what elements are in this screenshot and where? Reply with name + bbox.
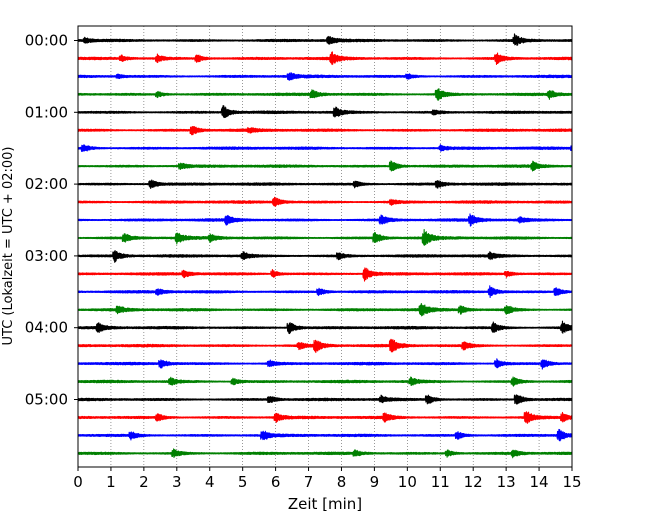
seismogram-trace-0145 xyxy=(77,160,573,172)
y-axis-ticks: 00:00 01:00 02:00 03:00 04:00 05:00 xyxy=(25,32,78,409)
seismogram-trace-0045 xyxy=(77,88,573,101)
x-tick-label: 5 xyxy=(238,473,248,491)
seismogram-trace-0500 xyxy=(77,394,573,405)
x-tick-label: 10 xyxy=(398,473,417,491)
seismogram-trace-0400 xyxy=(77,320,573,335)
y-tick-label: 00:00 xyxy=(25,32,68,50)
seismogram-trace-0430 xyxy=(77,358,573,370)
seismogram-trace-0130 xyxy=(77,144,573,152)
seismogram-trace-0545 xyxy=(77,448,573,459)
x-tick-label: 9 xyxy=(370,473,380,491)
seismogram-trace-0245 xyxy=(77,229,573,246)
y-tick-label: 05:00 xyxy=(25,391,68,409)
y-tick-label: 01:00 xyxy=(25,103,68,121)
plot-frame xyxy=(77,25,573,468)
seismogram-trace-0330 xyxy=(77,285,573,298)
seismogram-trace-0315 xyxy=(77,267,573,282)
x-tick-label: 14 xyxy=(530,473,549,491)
helicorder-traces xyxy=(77,33,573,459)
seismogram-trace-0200 xyxy=(77,179,573,190)
y-tick-label: 02:00 xyxy=(25,175,68,193)
seismogram-trace-0030 xyxy=(77,72,573,81)
seismogram-trace-0530 xyxy=(77,428,573,442)
x-tick-label: 2 xyxy=(139,473,149,491)
x-tick-label: 3 xyxy=(172,473,182,491)
seismogram-trace-0100 xyxy=(77,105,573,119)
y-axis-label: UTC (Lokalzeit = UTC + 02:00) xyxy=(1,147,16,346)
x-tick-label: 6 xyxy=(271,473,281,491)
x-tick-label: 4 xyxy=(205,473,215,491)
x-axis-label: Zeit [min] xyxy=(288,495,362,513)
x-tick-label: 7 xyxy=(304,473,314,491)
seismogram-trace-0515 xyxy=(77,411,573,424)
x-tick-label: 11 xyxy=(431,473,450,491)
x-tick-label: 0 xyxy=(73,473,83,491)
x-tick-label: 15 xyxy=(562,473,581,491)
x-axis-ticks: 0 1 2 3 4 5 6 7 8 9 10 11 12 13 14 15 xyxy=(73,467,582,491)
seismogram-trace-0000 xyxy=(77,33,573,46)
x-tick-label: 1 xyxy=(106,473,116,491)
x-tick-label: 12 xyxy=(464,473,483,491)
y-tick-label: 04:00 xyxy=(25,319,68,337)
seismogram-trace-0115 xyxy=(77,125,573,136)
y-tick-label: 03:00 xyxy=(25,247,68,265)
seismogram-trace-0015 xyxy=(77,51,573,66)
seismogram-trace-0445 xyxy=(77,376,573,387)
seismogram-trace-0230 xyxy=(77,213,573,227)
seismogram-trace-0415 xyxy=(77,338,573,354)
x-tick-label: 13 xyxy=(497,473,516,491)
seismogram-trace-0345 xyxy=(77,302,573,317)
x-tick-label: 8 xyxy=(337,473,347,491)
seismogram-trace-0300 xyxy=(77,250,573,263)
seismogram-trace-0215 xyxy=(77,196,573,207)
